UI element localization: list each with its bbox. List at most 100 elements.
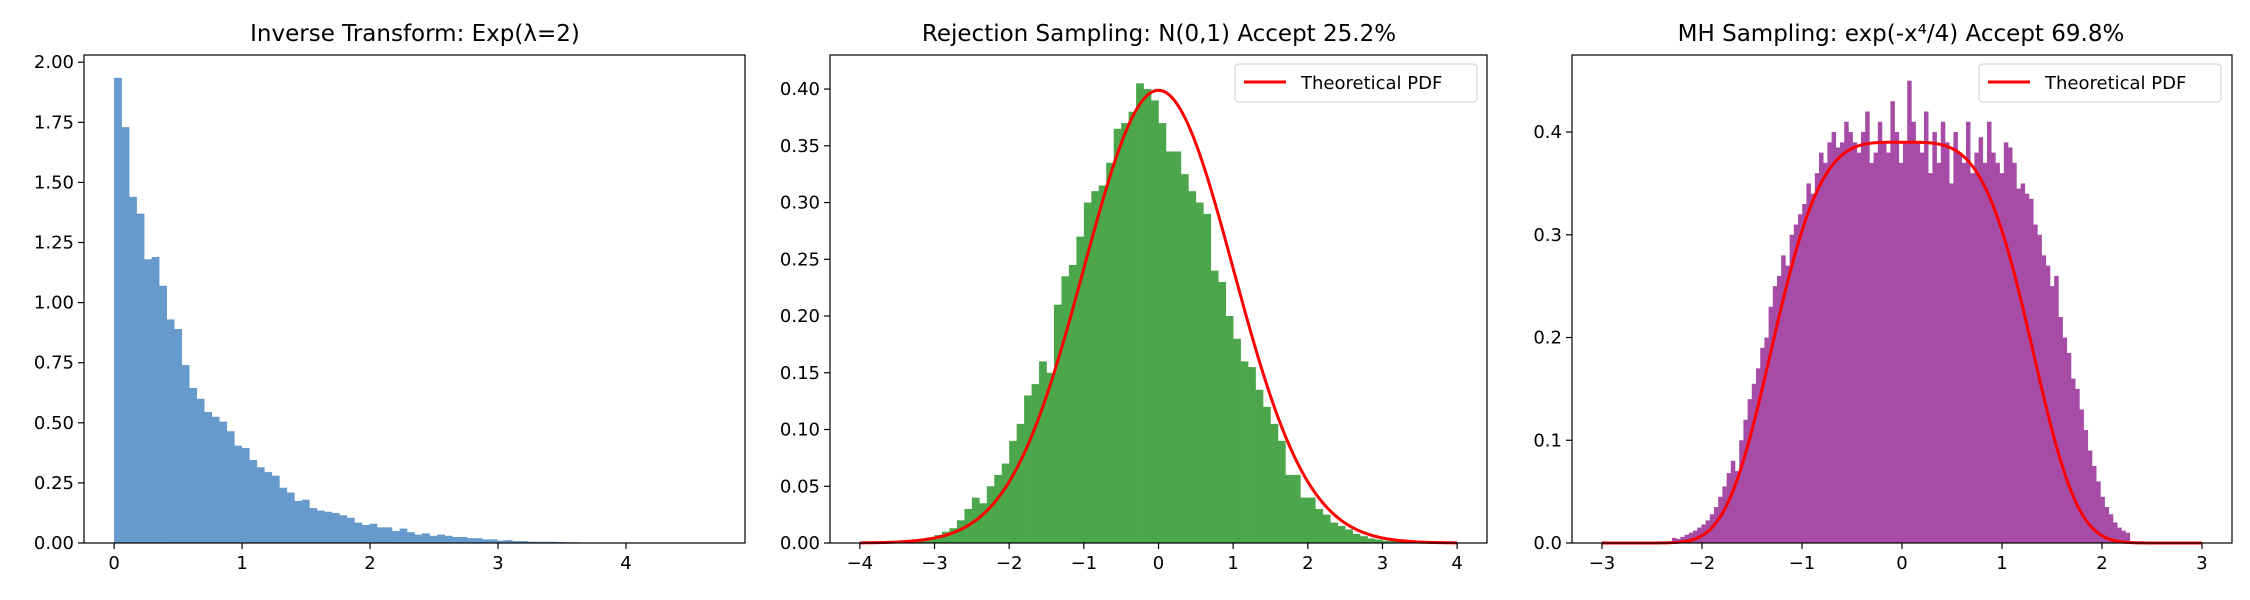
histogram-bar xyxy=(2083,429,2089,543)
histogram-bar xyxy=(1143,89,1152,544)
panel-title: Inverse Transform: Exp(λ=2) xyxy=(250,21,580,47)
histogram-bar xyxy=(1827,142,1832,543)
histogram-bar xyxy=(437,534,445,543)
histogram-bar xyxy=(1835,147,1841,543)
histogram-bar xyxy=(467,538,475,543)
histogram-bar xyxy=(1330,522,1338,543)
histogram-bar xyxy=(1680,536,1685,543)
histogram-bar xyxy=(2104,507,2110,543)
histogram-bar xyxy=(941,531,950,543)
histogram-bar xyxy=(114,77,122,543)
x-tick-label: 4 xyxy=(1451,553,1462,574)
histogram-bar xyxy=(1031,384,1040,543)
histogram-bar xyxy=(2092,465,2097,543)
histogram-bar xyxy=(1277,440,1286,543)
histogram-bar xyxy=(1751,383,1757,543)
x-tick-label: 2 xyxy=(1302,553,1313,574)
histogram-bar xyxy=(497,540,506,543)
histogram-bar xyxy=(1798,214,1803,544)
histogram-bar xyxy=(2066,352,2072,543)
histogram-bar xyxy=(1389,540,1398,543)
histogram-bar xyxy=(1672,537,1677,543)
x-tick-label: −1 xyxy=(1789,553,1816,574)
histogram-bar xyxy=(324,511,333,543)
histogram-bar xyxy=(2033,224,2038,543)
histogram-bar xyxy=(1911,121,1916,543)
histogram-bar xyxy=(234,445,243,543)
histogram-bar xyxy=(1128,111,1137,544)
y-tick-label: 0.3 xyxy=(1533,225,1562,246)
histogram-bar xyxy=(1903,142,1908,543)
histogram-bar xyxy=(1735,471,1740,543)
y-tick-label: 1.00 xyxy=(34,293,74,314)
histogram-bar xyxy=(1001,463,1010,543)
histogram-bar xyxy=(301,499,310,543)
histogram-bar xyxy=(979,503,988,543)
histogram-bar xyxy=(1083,202,1092,543)
histogram-bar xyxy=(1113,128,1122,543)
histogram-bar xyxy=(1730,460,1736,543)
x-tick-label: −2 xyxy=(996,553,1023,574)
axis-ticks: 0 1 2 3 4 0.00 0.25 0.50 0.75 1.00 1.25 1.50 1.75 2.0… xyxy=(34,52,632,574)
histogram-bar xyxy=(1953,132,1958,544)
histogram-bar xyxy=(1861,132,1866,544)
histogram-bar xyxy=(1831,132,1837,544)
histogram-bar xyxy=(1814,173,1820,543)
y-tick-label: 1.25 xyxy=(34,233,74,254)
histogram-bar xyxy=(1345,529,1353,543)
histogram-bars xyxy=(114,77,716,544)
histogram-bar xyxy=(1882,142,1887,543)
histogram-bar xyxy=(204,411,213,543)
histogram-bar xyxy=(1225,316,1234,543)
legend-label: Theoretical PDF xyxy=(1300,73,1442,94)
histogram-bar xyxy=(1932,132,1937,544)
histogram-bar xyxy=(1098,185,1107,543)
histogram-bar xyxy=(1688,532,1694,543)
histogram-bar xyxy=(2008,147,2013,543)
x-tick-label: 2 xyxy=(364,553,375,574)
histogram-bar xyxy=(1747,399,1753,543)
histogram-bar xyxy=(519,541,528,543)
histogram-bar xyxy=(1848,132,1853,544)
histogram-bar xyxy=(2054,275,2059,543)
histogram-bar xyxy=(994,474,1003,543)
histogram-bar xyxy=(286,492,295,543)
legend-label: Theoretical PDF xyxy=(2044,73,2186,94)
histogram-bar xyxy=(1936,162,1942,543)
histogram-bar xyxy=(384,527,393,543)
histogram-bar xyxy=(1970,173,1975,543)
histogram-bar xyxy=(1270,423,1279,543)
histogram-bar xyxy=(1233,338,1241,543)
histogram-bar xyxy=(2108,514,2114,543)
histogram-bar xyxy=(956,520,965,543)
histogram-bar xyxy=(1300,497,1309,543)
histogram-bar xyxy=(1869,162,1874,543)
histogram-bar xyxy=(1940,121,1946,543)
histogram-bar xyxy=(2087,450,2093,543)
histogram-bar xyxy=(2096,481,2101,543)
histogram-bar xyxy=(392,530,400,543)
histogram-bar xyxy=(1046,372,1055,543)
histogram-bar xyxy=(1772,286,1778,543)
histogram-bar xyxy=(1684,534,1690,543)
histogram-bar xyxy=(2058,316,2063,543)
histogram-bar xyxy=(1016,423,1025,543)
histogram-bar xyxy=(181,365,190,543)
histogram-bar xyxy=(339,515,348,543)
histogram-bar xyxy=(1768,306,1774,543)
histogram-bar xyxy=(1697,527,1702,543)
histogram-bar xyxy=(1991,152,1996,543)
histogram-bar xyxy=(474,538,483,543)
histogram-bar xyxy=(2125,532,2131,543)
histogram-bar xyxy=(2079,409,2084,543)
histogram-bar xyxy=(1756,368,1761,543)
histogram-bar xyxy=(2003,142,2009,543)
histogram-bar xyxy=(1894,132,1900,544)
histogram-bar xyxy=(422,533,430,543)
histogram-bar xyxy=(1136,83,1144,544)
histogram-bar xyxy=(346,517,355,543)
y-tick-label: 0.1 xyxy=(1533,430,1562,451)
histogram-bar xyxy=(2045,265,2051,543)
histogram-bar xyxy=(1966,121,1971,543)
histogram-bar xyxy=(1151,100,1159,544)
